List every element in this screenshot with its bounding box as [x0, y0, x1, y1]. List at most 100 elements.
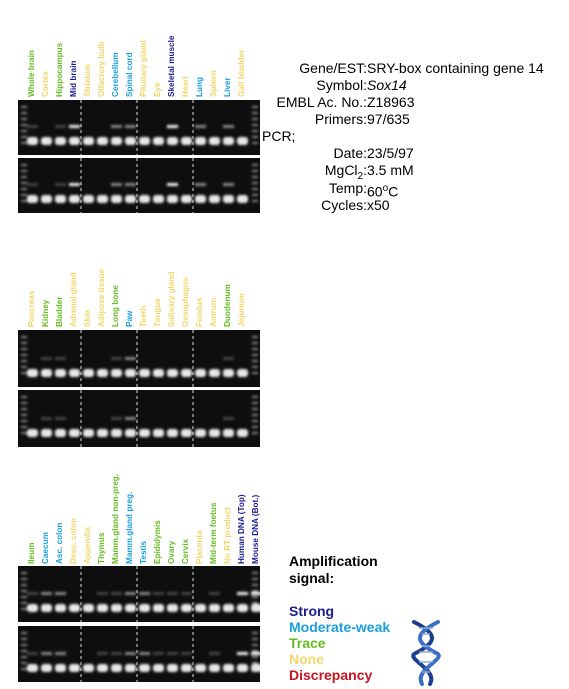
lane-label: Asc. colon	[55, 522, 64, 564]
lane-label: Testis	[139, 540, 148, 564]
info-temp-value: 60oC	[367, 180, 398, 201]
lane-label: Human DNA (Top)	[237, 494, 246, 564]
lane-label-wrap: Appendix	[83, 470, 93, 564]
lane-label-wrap: Adrenal gland	[69, 250, 79, 327]
info-primers-key: Primers:	[314, 111, 367, 127]
lane-label: Oesophagus	[181, 277, 190, 327]
lane-label-wrap: Human DNA (Top)	[237, 470, 247, 564]
lane-label: Heart	[181, 76, 190, 97]
info-mgcl-key-colon: :	[363, 162, 367, 178]
lane-label: Olfactory bulb	[97, 41, 106, 98]
lane-label: Mid-term foetus	[209, 502, 218, 564]
lane-label-wrap: Ovary	[167, 470, 177, 564]
amplification-legend: Amplification signal: Strong Moderate-we…	[289, 553, 559, 683]
info-gene-key: Gene/EST:	[299, 60, 367, 76]
lane-label: Mid brain	[69, 60, 78, 97]
lane-label-wrap: Tongue	[153, 250, 163, 327]
lane-label-wrap: Oesophagus	[181, 250, 191, 327]
info-embl-key: EMBL Ac. No.:	[276, 94, 367, 110]
lane-label-wrap: Pancreas	[27, 250, 37, 327]
lane-label-wrap: Placenta	[195, 470, 205, 564]
info-symbol-value: Sox14	[367, 77, 407, 93]
lane-label: Mamm.gland preg.	[125, 491, 134, 564]
lane-label: Appendix	[83, 526, 92, 564]
info-primers-value: 97/635	[367, 111, 410, 127]
lane-label: Tongue	[153, 298, 162, 327]
lane-label: Cerebellum	[111, 52, 120, 97]
info-mgcl-key-main: MgCl	[324, 162, 358, 178]
lane-label: Ovary	[167, 540, 176, 564]
lane-label-wrap: Lung	[195, 0, 205, 97]
lane-label: Ileum	[27, 542, 36, 564]
lane-label: Desc. colon	[69, 518, 78, 564]
lane-label: Skeletal muscle	[167, 35, 176, 97]
lane-label-wrap: Skin	[83, 250, 93, 327]
lane-label: Pancreas	[27, 290, 36, 327]
dna-helix-icon	[411, 620, 441, 686]
lane-label-wrap: Cerebellum	[111, 0, 121, 97]
lane-label-wrap: Cortex	[41, 0, 51, 97]
lane-label: Antrum	[209, 297, 218, 327]
lane-label-wrap: Liver	[223, 0, 233, 97]
panel-1: Whole brain Cortex Hippocampus Mid brain Str…	[0, 0, 569, 215]
lane-label: Cervix	[181, 538, 190, 564]
lane-label: Eye	[153, 82, 162, 97]
lane-label-wrap: Spinal cord	[125, 0, 135, 97]
lane-label-wrap: Mouse DNA (Bot.)	[251, 470, 261, 564]
lane-label-wrap: Testis	[139, 470, 149, 564]
lane-label-wrap: Mid-term foetus	[209, 470, 219, 564]
lane-label-wrap: Kidney	[41, 250, 51, 327]
panel-1-gel-bottom	[18, 158, 260, 213]
lane-label: Gall bladder	[237, 49, 246, 97]
lane-label-wrap: Adipose tissue	[97, 250, 107, 327]
lane-label-wrap: Mamm.gland preg.	[125, 470, 135, 564]
lane-label: Fundus	[195, 297, 204, 327]
info-gene-value: SRY-box containing gene 14	[367, 60, 544, 76]
info-mgcl-key-sub: 2	[357, 170, 364, 182]
lane-label: Mouse DNA (Bot.)	[251, 494, 260, 564]
panel-3-gel-top	[18, 566, 260, 622]
lane-label: Pituitary gland	[139, 40, 148, 97]
legend-none: None	[289, 651, 324, 667]
lane-label-wrap: Duodenum	[223, 250, 233, 327]
info-embl-value: Z18963	[367, 94, 415, 110]
lane-label: Duodenum	[223, 284, 232, 327]
lane-label: No RT product	[223, 507, 232, 564]
lane-label-wrap: Salivary gland	[167, 250, 177, 327]
lane-label: Paw	[125, 310, 134, 327]
lane-label: Long bone	[111, 285, 120, 327]
info-pcr-key: PCR;	[262, 128, 296, 144]
gel-image	[21, 626, 260, 682]
lane-label: Striatum	[83, 63, 92, 97]
lane-label: Adipose tissue	[97, 268, 106, 327]
lane-label-wrap: Mamm.gland non-preg.	[111, 470, 121, 564]
panel-3-lane-labels: Ileum Caecum Asc. colon Desc. colon Appendix…	[0, 470, 569, 564]
lane-label-wrap: Paw	[125, 250, 135, 327]
lane-label-wrap: Striatum	[83, 0, 93, 97]
lane-label: Cortex	[41, 71, 50, 97]
info-temp-sup: o	[382, 183, 389, 194]
lane-label-wrap: Pituitary gland	[139, 0, 149, 97]
lane-label: Placenta	[195, 530, 204, 564]
lane-label: Hippocampus	[55, 42, 64, 97]
legend-trace: Trace	[289, 635, 326, 651]
lane-label-wrap: Gall bladder	[237, 0, 247, 97]
panel-2-gel-bottom	[18, 390, 260, 447]
info-mgcl-value: 3.5 mM	[367, 162, 414, 178]
lane-label: Bladder	[55, 296, 64, 327]
info-symbol-key: Symbol:	[316, 77, 367, 93]
info-mgcl-key: MgCl2:	[262, 162, 367, 185]
panel-3: Ileum Caecum Asc. colon Desc. colon Appendix…	[0, 470, 569, 689]
lane-label-wrap: Hippocampus	[55, 0, 65, 97]
lane-label: Skin	[83, 309, 92, 327]
lane-label: Teeth	[139, 305, 148, 327]
lane-label-wrap: Desc. colon	[69, 470, 79, 564]
panel-2-gel-top	[18, 330, 260, 387]
lane-label-wrap: Heart	[181, 0, 191, 97]
info-temp-unit: C	[388, 183, 399, 200]
lane-label: Salivary gland	[167, 271, 176, 327]
lane-label-wrap: Jejunum	[237, 250, 247, 327]
panel-2-lane-labels: Pancreas Kidney Bladder Adrenal gland Skin Ad…	[0, 250, 569, 327]
lane-label-wrap: Epididymis	[153, 470, 163, 564]
lane-label: Spleen	[209, 70, 218, 97]
